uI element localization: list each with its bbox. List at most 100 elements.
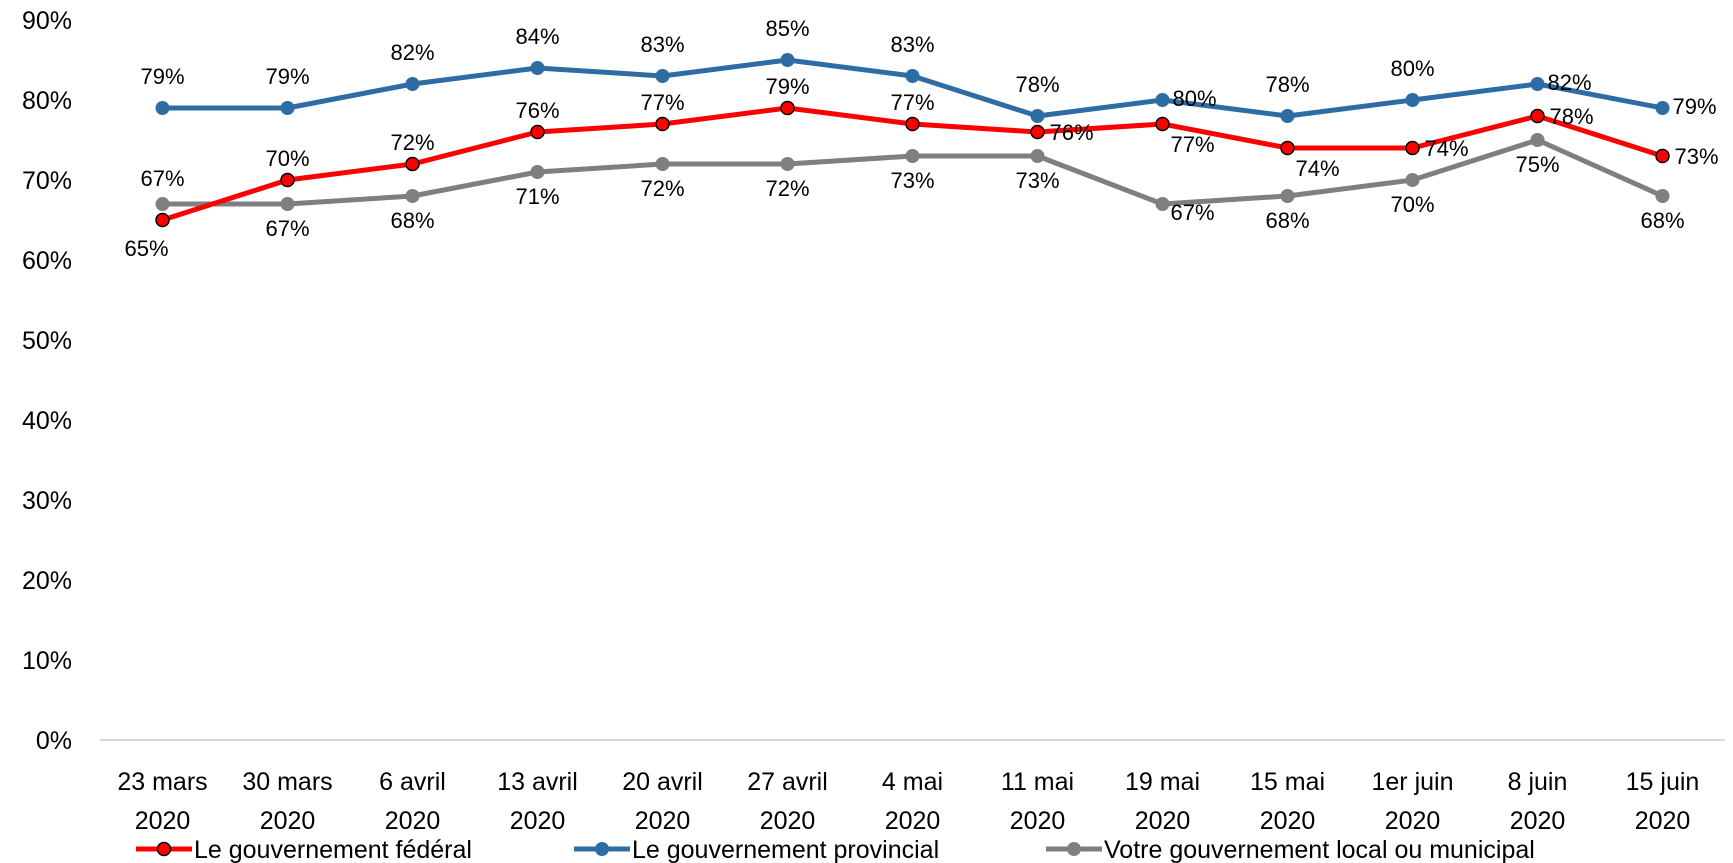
data-label: 68% bbox=[390, 208, 434, 233]
data-label: 80% bbox=[1390, 56, 1434, 81]
data-point bbox=[905, 149, 920, 163]
x-tick-label: 20 avril 2020 bbox=[622, 768, 703, 835]
legend-item: Le gouvernement fédéral bbox=[136, 836, 472, 863]
x-tick-label: 8 juin 2020 bbox=[1508, 768, 1568, 835]
data-label: 78% bbox=[1265, 72, 1309, 97]
data-point bbox=[405, 77, 420, 91]
x-tick-label: 27 avril 2020 bbox=[747, 768, 828, 835]
series-0 bbox=[155, 100, 1670, 228]
data-label: 67% bbox=[140, 166, 184, 191]
data-label: 70% bbox=[1390, 192, 1434, 217]
data-label: 67% bbox=[265, 216, 309, 241]
data-point bbox=[1030, 149, 1045, 163]
y-tick-label: 40% bbox=[22, 407, 72, 435]
legend-marker bbox=[156, 841, 172, 857]
data-point bbox=[780, 53, 795, 67]
data-label: 79% bbox=[765, 74, 809, 99]
data-point bbox=[280, 101, 295, 115]
data-point bbox=[1655, 101, 1670, 115]
x-tick-label: 19 mai 2020 bbox=[1125, 768, 1200, 835]
data-label: 77% bbox=[640, 90, 684, 115]
data-label: 68% bbox=[1640, 208, 1684, 233]
data-point bbox=[1405, 140, 1420, 156]
data-label: 70% bbox=[265, 146, 309, 171]
y-tick-label: 90% bbox=[22, 7, 72, 35]
x-axis: 23 mars 2020 30 mars 2020 6 avril 2020 13 avri… bbox=[117, 768, 1699, 835]
data-label: 73% bbox=[1675, 144, 1719, 169]
data-point bbox=[780, 100, 795, 116]
data-point bbox=[1280, 189, 1295, 203]
data-label: 74% bbox=[1425, 136, 1469, 161]
legend-label: Le gouvernement provincial bbox=[632, 836, 939, 863]
y-tick-label: 0% bbox=[36, 727, 72, 755]
legend-marker bbox=[1067, 842, 1081, 856]
legend-item: Votre gouvernement local ou municipal bbox=[1046, 836, 1535, 863]
data-point bbox=[1280, 109, 1295, 123]
data-point bbox=[1655, 189, 1670, 203]
data-label: 75% bbox=[1515, 152, 1559, 177]
data-point bbox=[530, 165, 545, 179]
data-point bbox=[405, 156, 420, 172]
legend-label: Votre gouvernement local ou municipal bbox=[1104, 836, 1535, 863]
data-point bbox=[405, 189, 420, 203]
data-point bbox=[280, 197, 295, 211]
data-point bbox=[655, 69, 670, 83]
data-label: 76% bbox=[515, 98, 559, 123]
data-point bbox=[1030, 109, 1045, 123]
x-tick-label: 15 juin 2020 bbox=[1626, 768, 1700, 835]
data-point bbox=[1530, 77, 1545, 91]
data-label: 83% bbox=[890, 32, 934, 57]
data-point bbox=[155, 197, 170, 211]
y-tick-label: 30% bbox=[22, 487, 72, 515]
data-label: 85% bbox=[765, 16, 809, 41]
series-layer bbox=[155, 53, 1670, 228]
data-label: 68% bbox=[1265, 208, 1309, 233]
data-label: 76% bbox=[1050, 120, 1094, 145]
data-point bbox=[1155, 116, 1170, 132]
x-tick-label: 4 mai 2020 bbox=[882, 768, 943, 835]
data-label: 79% bbox=[1673, 94, 1717, 119]
series-2 bbox=[155, 133, 1670, 211]
data-point bbox=[1030, 124, 1045, 140]
data-label: 78% bbox=[1015, 72, 1059, 97]
data-labels: 65% 70% 72% 76% 77% 79% 77% 76% 77% 74% 74% 78% 73% 7… bbox=[124, 16, 1718, 261]
data-label: 82% bbox=[1548, 70, 1592, 95]
x-tick-label: 6 avril 2020 bbox=[379, 768, 446, 835]
data-point bbox=[530, 61, 545, 75]
data-label: 83% bbox=[640, 32, 684, 57]
data-point bbox=[1155, 197, 1170, 211]
legend: Le gouvernement fédéral Le gouvernement p… bbox=[136, 836, 1535, 863]
x-tick-label: 13 avril 2020 bbox=[497, 768, 578, 835]
data-point bbox=[1530, 133, 1545, 147]
data-point bbox=[280, 172, 295, 188]
legend-label: Le gouvernement fédéral bbox=[194, 836, 472, 863]
data-point bbox=[155, 212, 170, 228]
data-point bbox=[1405, 93, 1420, 107]
x-tick-label: 30 mars 2020 bbox=[242, 768, 332, 835]
data-label: 71% bbox=[515, 184, 559, 209]
data-point bbox=[530, 124, 545, 140]
data-label: 73% bbox=[890, 168, 934, 193]
data-point bbox=[655, 157, 670, 171]
data-point bbox=[905, 116, 920, 132]
data-label: 73% bbox=[1015, 168, 1059, 193]
data-label: 84% bbox=[515, 24, 559, 49]
series-1 bbox=[155, 53, 1670, 123]
y-tick-label: 60% bbox=[22, 247, 72, 275]
data-point bbox=[905, 69, 920, 83]
y-axis: 0% 10% 20% 30% 40% 50% 60% 70% 80% 90% bbox=[22, 7, 72, 755]
data-label: 72% bbox=[640, 176, 684, 201]
data-point bbox=[1280, 140, 1295, 156]
legend-marker bbox=[595, 842, 609, 856]
data-point bbox=[155, 101, 170, 115]
data-label: 72% bbox=[390, 130, 434, 155]
data-point bbox=[1655, 148, 1670, 164]
data-point bbox=[1405, 173, 1420, 187]
y-tick-label: 70% bbox=[22, 167, 72, 195]
data-point bbox=[780, 157, 795, 171]
data-label: 67% bbox=[1170, 200, 1214, 225]
data-point bbox=[655, 116, 670, 132]
x-tick-label: 11 mai 2020 bbox=[1001, 768, 1074, 835]
legend-item: Le gouvernement provincial bbox=[574, 836, 939, 863]
